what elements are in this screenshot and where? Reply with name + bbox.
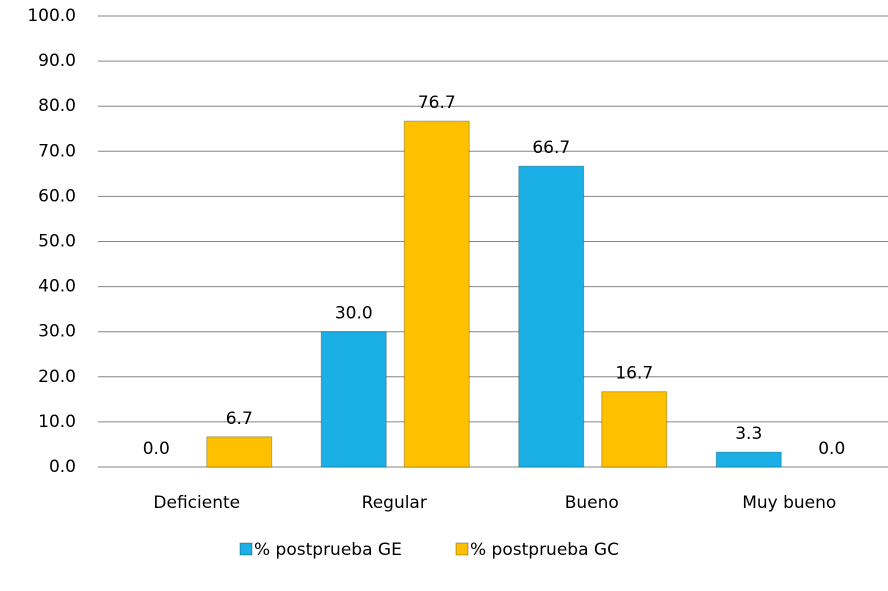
y-tick-label: 0.0 bbox=[49, 457, 76, 477]
y-tick-label: 70.0 bbox=[38, 141, 76, 161]
bar bbox=[601, 391, 668, 468]
x-tick-label: Regular bbox=[362, 493, 427, 513]
y-tick-label: 40.0 bbox=[38, 277, 76, 297]
legend-swatch bbox=[455, 542, 469, 556]
y-tick-label: 90.0 bbox=[38, 51, 76, 71]
x-tick-label: Deficiente bbox=[153, 493, 240, 513]
x-tick-label: Muy bueno bbox=[742, 493, 836, 513]
x-tick-label: Bueno bbox=[565, 493, 619, 513]
legend-label: % postprueba GC bbox=[470, 540, 619, 560]
legend-swatch bbox=[239, 542, 253, 556]
data-label: 76.7 bbox=[418, 93, 456, 113]
data-label: 30.0 bbox=[335, 304, 373, 324]
data-label: 0.0 bbox=[818, 439, 845, 459]
bar bbox=[403, 120, 470, 468]
y-tick-label: 50.0 bbox=[38, 232, 76, 252]
data-label: 16.7 bbox=[615, 364, 653, 384]
bar bbox=[715, 451, 782, 468]
legend-label: % postprueba GE bbox=[254, 540, 402, 560]
bar bbox=[518, 165, 585, 468]
bar bbox=[206, 436, 273, 468]
y-tick-label: 100.0 bbox=[27, 6, 76, 26]
y-tick-label: 30.0 bbox=[38, 322, 76, 342]
data-label: 3.3 bbox=[735, 424, 762, 444]
y-tick-label: 20.0 bbox=[38, 367, 76, 387]
y-tick-label: 80.0 bbox=[38, 96, 76, 116]
y-tick-label: 60.0 bbox=[38, 186, 76, 206]
data-label: 6.7 bbox=[226, 409, 253, 429]
y-tick-label: 10.0 bbox=[38, 412, 76, 432]
bar bbox=[320, 331, 387, 468]
data-label: 0.0 bbox=[143, 439, 170, 459]
data-label: 66.7 bbox=[532, 138, 570, 158]
